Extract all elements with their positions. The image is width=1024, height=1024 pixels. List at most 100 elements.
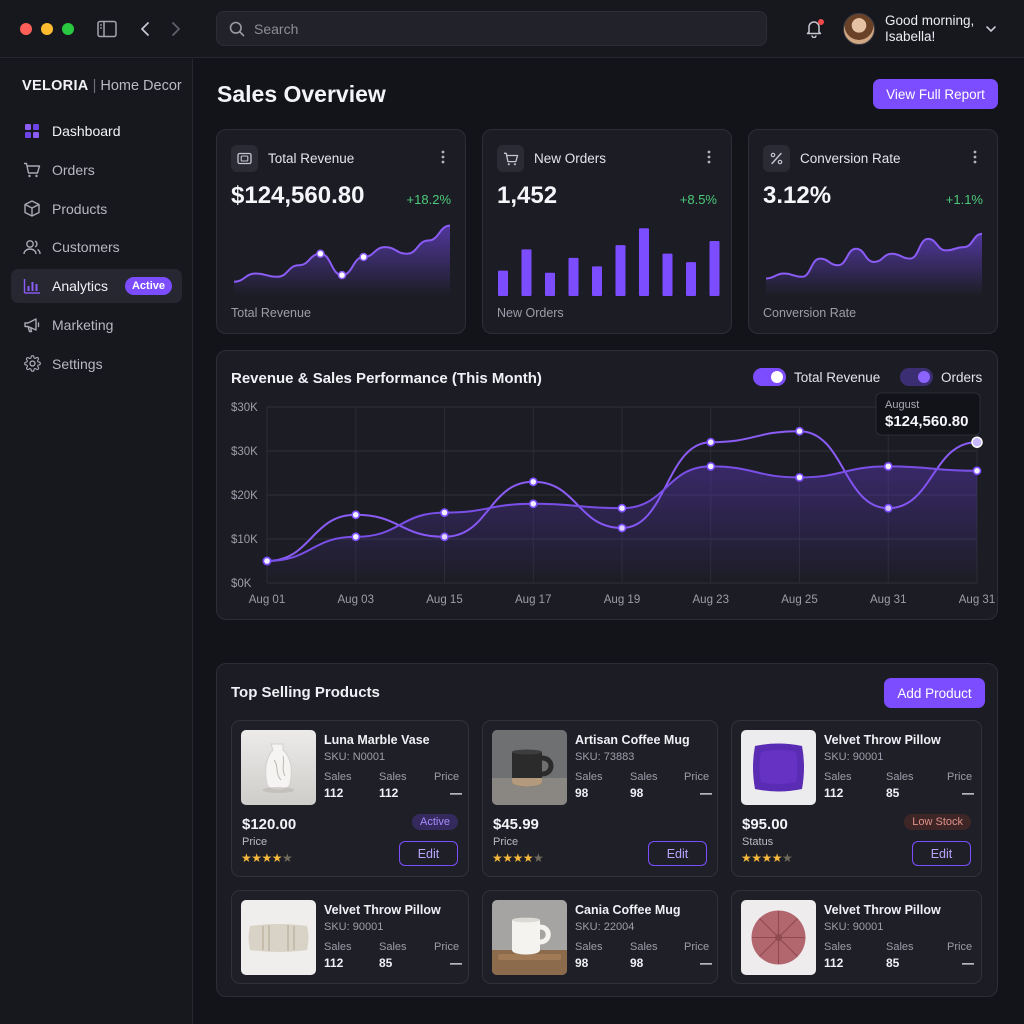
notification-dot <box>818 19 824 25</box>
brand-logo[interactable]: VELORIA | Home Decor <box>22 78 182 94</box>
sidebar-item-customers[interactable]: Customers <box>11 230 182 264</box>
kpi-change: +1.1% <box>945 192 983 207</box>
data-point <box>440 508 449 517</box>
star-rating: ★★★★★ <box>492 851 544 865</box>
data-point <box>883 462 893 471</box>
cart-icon <box>23 161 41 179</box>
product-card[interactable]: Velvet Throw Pillow SKU: 90001 Sales Sal… <box>731 890 982 984</box>
sidebar-item-orders[interactable]: Orders <box>11 153 182 187</box>
maximize-window-button[interactable] <box>62 23 74 35</box>
white-mug-image <box>492 900 567 975</box>
stat-label: Sales <box>324 941 352 953</box>
product-sku: SKU: N0001 <box>324 751 386 763</box>
sidebar-item-label: Orders <box>52 161 95 178</box>
product-card[interactable]: Velvet Throw Pillow SKU: 90001 Sales Sal… <box>731 720 982 877</box>
product-card[interactable]: Velvet Throw Pillow SKU: 90001 Sales Sal… <box>231 890 469 984</box>
marble-vase-image <box>241 730 316 805</box>
kpi-title: Total Revenue <box>268 151 355 166</box>
sidebar-item-products[interactable]: Products <box>11 192 182 226</box>
more-vertical-icon[interactable] <box>967 149 983 165</box>
stat-label: Price <box>684 771 710 783</box>
toggle-switch[interactable] <box>753 368 786 386</box>
y-tick-label: $30K <box>231 402 258 414</box>
stat-label: Sales <box>324 771 352 783</box>
stat-label: Sales <box>575 771 603 783</box>
half-star: ★ <box>282 851 293 865</box>
greeting-line-2: Isabella! <box>885 29 936 44</box>
product-name: Luna Marble Vase <box>324 733 430 747</box>
sparkline-point <box>316 249 325 258</box>
stat-label: Sales <box>379 941 407 953</box>
edit-button[interactable]: Edit <box>648 841 707 866</box>
stat-value: 112 <box>824 786 844 800</box>
data-point <box>528 477 538 487</box>
close-window-button[interactable] <box>20 23 32 35</box>
price-label: Price <box>242 836 268 848</box>
product-name: Artisan Coffee Mug <box>575 733 690 747</box>
minimize-window-button[interactable] <box>41 23 53 35</box>
toggle-switch[interactable] <box>900 368 933 386</box>
velvet-pillow-image <box>741 730 816 805</box>
stat-label: Sales <box>824 771 852 783</box>
stat-value: 98 <box>575 956 589 970</box>
product-card[interactable]: Artisan Coffee Mug SKU: 73883 Sales Sale… <box>482 720 718 877</box>
x-tick-label: Aug 15 <box>426 594 462 606</box>
x-tick-label: Aug 17 <box>515 594 551 606</box>
sidebar-item-label: Settings <box>52 355 103 372</box>
data-point <box>262 556 272 566</box>
sidebar-item-label: Analytics <box>52 278 109 295</box>
notifications-bell-icon[interactable] <box>804 18 826 40</box>
stat-value: 98 <box>630 956 644 970</box>
sidebar-item-dashboard[interactable]: Dashboard <box>11 114 182 148</box>
price-label: Status <box>742 836 774 848</box>
orders-bar <box>545 272 555 296</box>
product-price: $120.00 <box>242 816 297 833</box>
kpi-value: 3.12% <box>763 182 832 209</box>
sidebar-toggle-icon[interactable] <box>96 18 118 40</box>
product-card[interactable]: Luna Marble Vase SKU: N0001 Sales Sales … <box>231 720 469 877</box>
product-sku: SKU: 90001 <box>824 921 884 933</box>
legend-toggle-total-revenue[interactable]: Total Revenue <box>753 368 880 386</box>
product-name: Velvet Throw Pillow <box>324 903 441 917</box>
x-tick-label: Aug 31 <box>870 594 906 606</box>
kpi-card-conversion-rate: Conversion Rate 3.12% +1.1% Conversion R… <box>748 129 998 334</box>
back-arrow-icon[interactable] <box>134 18 156 40</box>
kpi-value: 1,452 <box>497 182 558 209</box>
legend-label: Orders <box>941 369 983 385</box>
edit-button[interactable]: Edit <box>399 841 458 866</box>
more-vertical-icon[interactable] <box>435 149 451 165</box>
round-pillow-image <box>741 900 816 975</box>
legend-toggle-orders[interactable]: Orders <box>900 368 982 386</box>
forward-arrow-icon[interactable] <box>165 18 187 40</box>
orders-bar <box>662 253 673 296</box>
sidebar-item-marketing[interactable]: Marketing <box>11 308 182 342</box>
kpi-caption: Conversion Rate <box>763 306 857 320</box>
stat-value: — <box>962 786 974 800</box>
user-greeting[interactable]: Good morning, Isabella! <box>885 13 985 45</box>
search-input[interactable] <box>254 20 734 37</box>
sidebar-item-settings[interactable]: Settings <box>11 347 182 381</box>
stat-label: Price <box>434 771 460 783</box>
stat-label: Price <box>947 941 973 953</box>
sidebar-item-analytics[interactable]: Analytics Active <box>11 269 182 304</box>
stat-label: Sales <box>886 941 914 953</box>
full-stars: ★★★★ <box>741 851 783 865</box>
sparkline-point <box>337 270 347 280</box>
product-card[interactable]: Cania Coffee Mug SKU: 22004 Sales Sales … <box>482 890 718 984</box>
data-point <box>351 532 361 542</box>
stat-value: 98 <box>575 786 589 800</box>
add-product-button[interactable]: Add Product <box>884 678 985 708</box>
edit-button[interactable]: Edit <box>912 841 971 866</box>
x-tick-label: Aug 01 <box>249 594 285 606</box>
user-avatar[interactable] <box>843 13 875 45</box>
tooltip-box <box>875 392 981 436</box>
legend-label: Total Revenue <box>794 369 881 385</box>
percent-icon <box>763 145 790 172</box>
search-bar[interactable] <box>216 11 767 46</box>
title-bar: Good morning, Isabella! <box>0 0 1024 58</box>
brand-tagline: Home Decor <box>100 78 182 94</box>
more-vertical-icon[interactable] <box>701 149 717 165</box>
user-menu-chevron-down-icon[interactable] <box>985 21 997 39</box>
view-full-report-button[interactable]: View Full Report <box>873 79 998 109</box>
product-name: Velvet Throw Pillow <box>824 733 941 747</box>
